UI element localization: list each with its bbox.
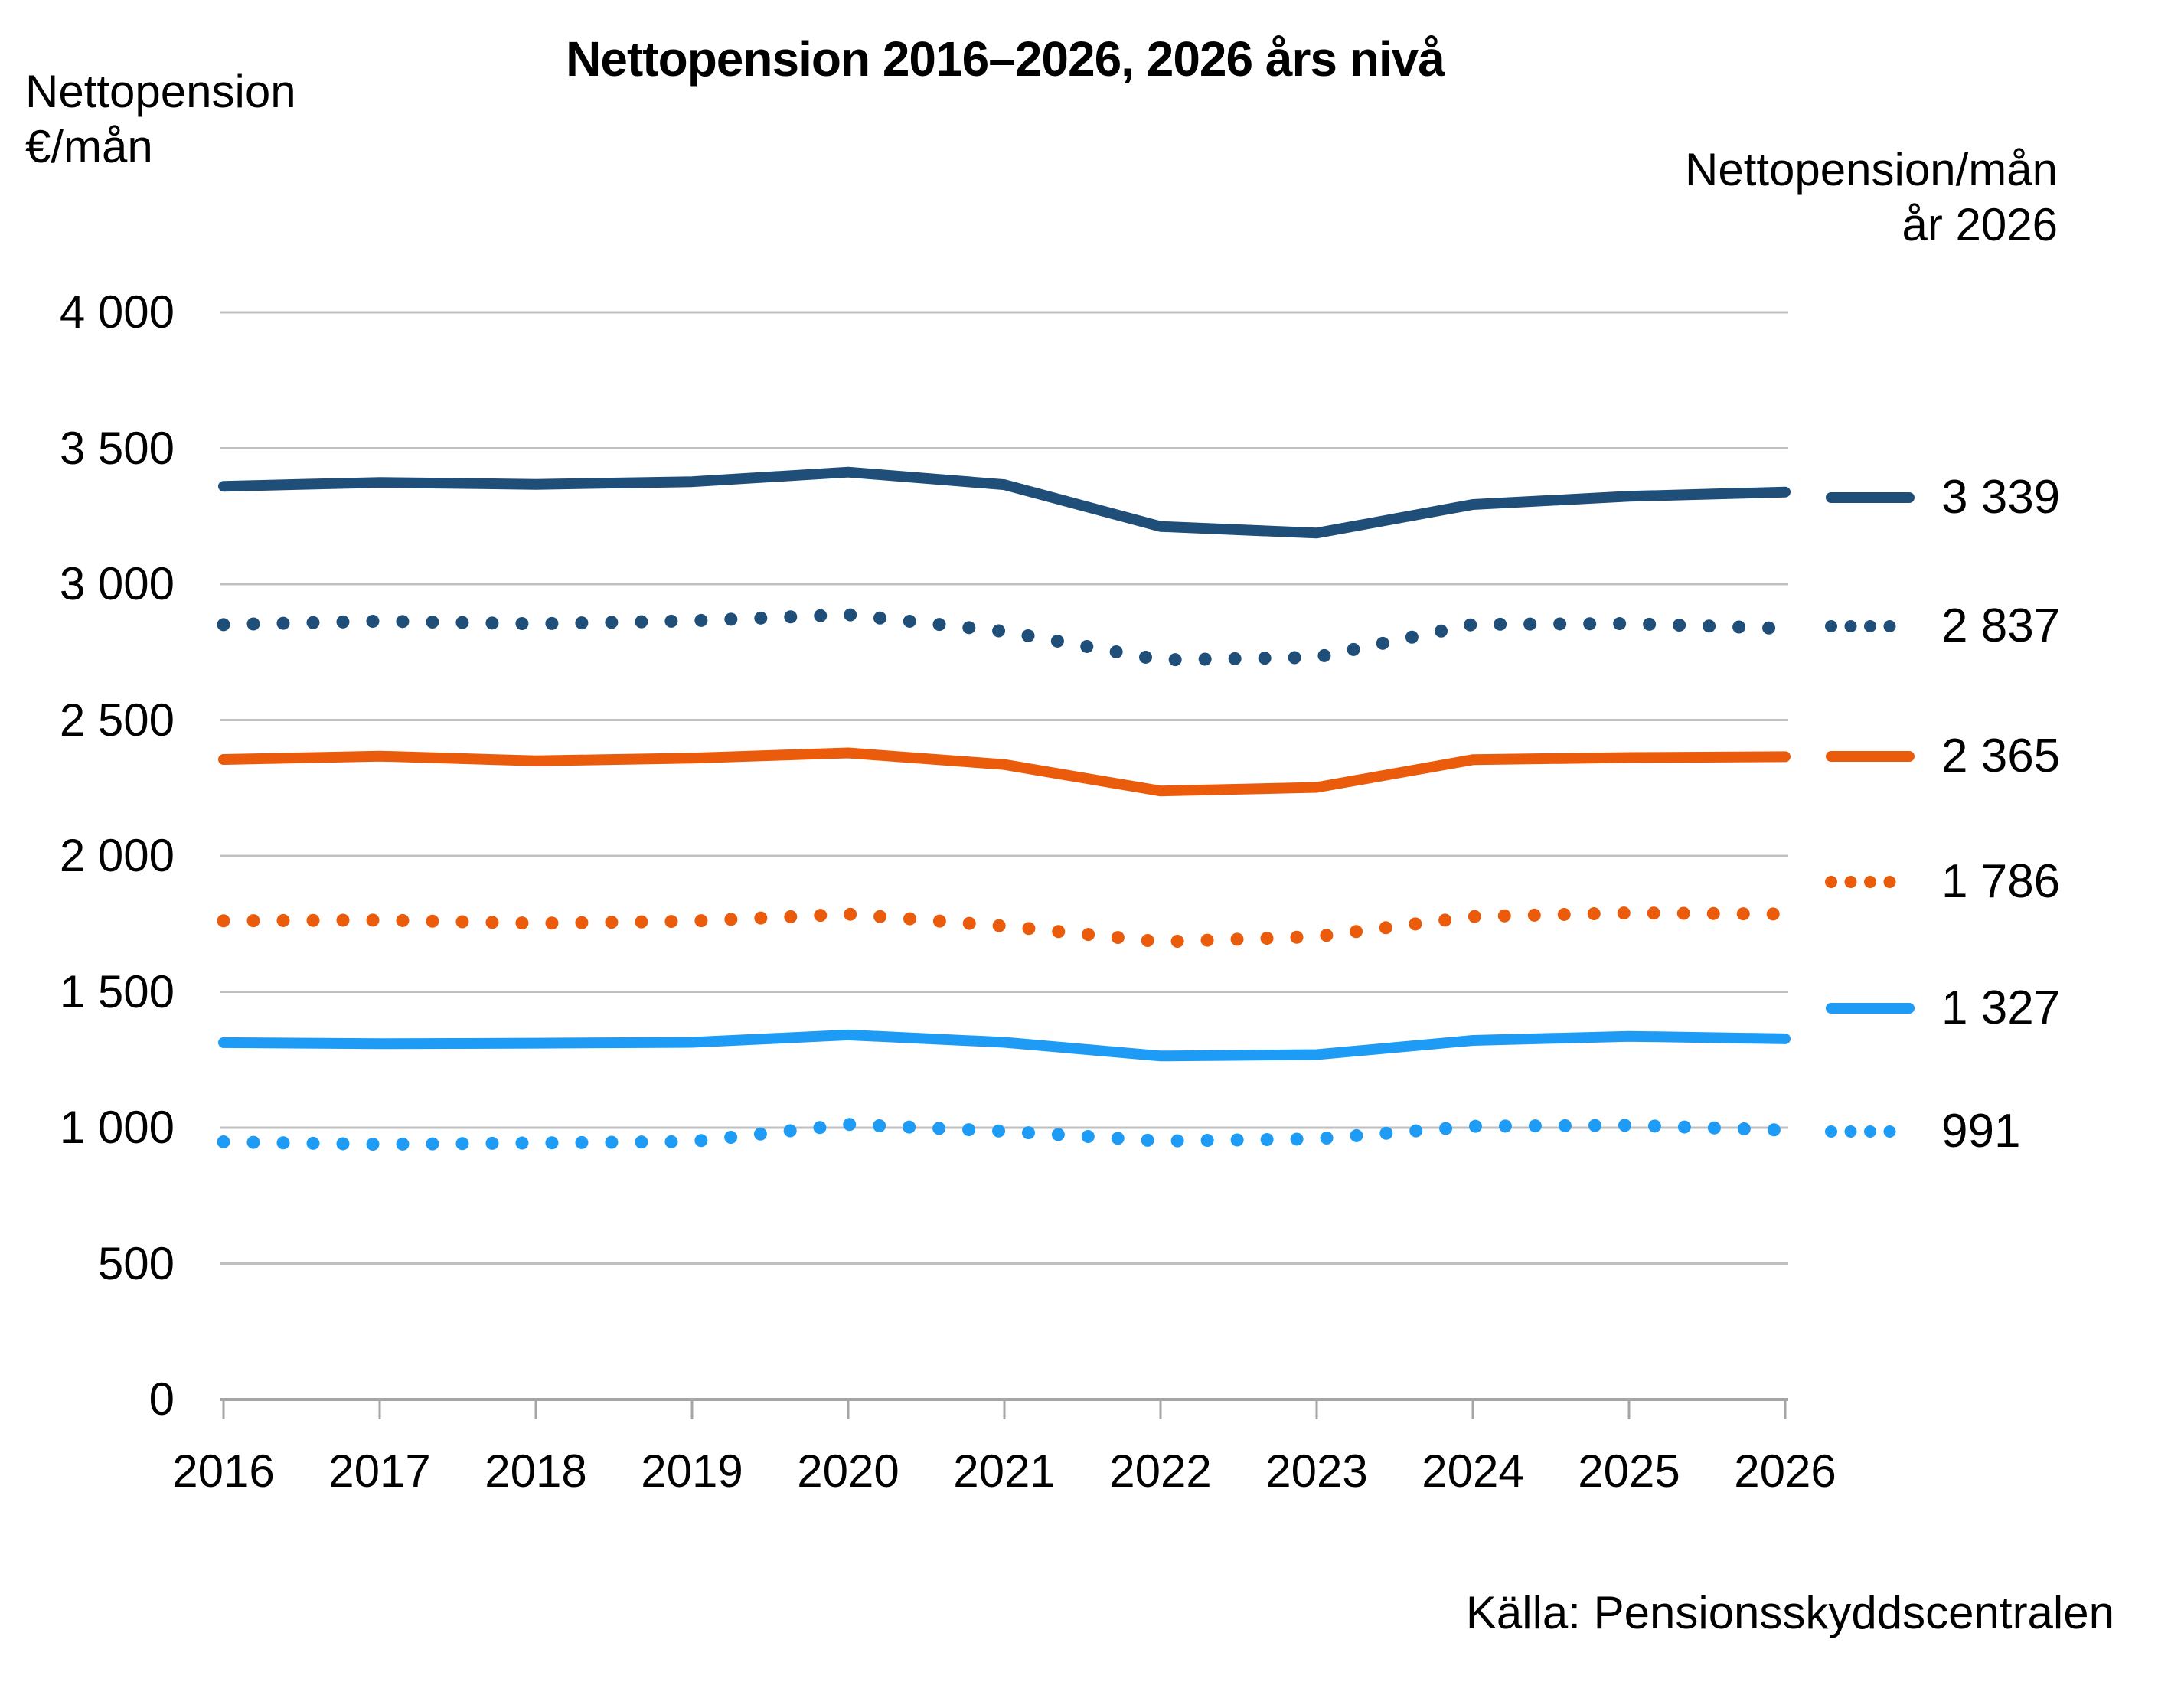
y-tick-label-4000: 4 000: [59, 286, 175, 338]
y-axis-title: Nettopension €/mån: [25, 64, 296, 175]
legend-value-label: 1 327: [1941, 981, 2061, 1034]
legend-entry-light-blue-dotted: 991: [1825, 1104, 2020, 1159]
data-series-lines: [217, 466, 1792, 1151]
y-tick-label-500: 500: [97, 1237, 175, 1289]
series-line-orange-solid: [218, 747, 1791, 797]
source-note: Källa: Pensionsskyddscentralen: [1465, 1587, 2114, 1638]
x-tick-label-2022: 2022: [1109, 1445, 1212, 1497]
x-tick-label-2018: 2018: [485, 1445, 587, 1497]
legend-swatch-dotted-icon: [1825, 1125, 1915, 1138]
x-tick-label-2016: 2016: [172, 1445, 275, 1497]
legend-header-line1: Nettopension/mån: [1685, 144, 2058, 195]
series-line-dark-blue-dotted: [217, 608, 1792, 667]
legend-header: Nettopension/mån år 2026: [1685, 142, 2058, 253]
legend-entry-dark-blue-solid: 3 339: [1825, 470, 2060, 525]
legend-entry-dark-blue-dotted: 2 837: [1825, 599, 2060, 654]
legend-header-line2: år 2026: [1902, 199, 2058, 250]
gridlines: [220, 311, 1788, 1265]
series-line-orange-dotted: [217, 906, 1792, 949]
legend-value-label: 1 786: [1941, 854, 2061, 908]
legend-value-label: 3 339: [1941, 470, 2061, 524]
legend-entry-orange-dotted: 1 786: [1825, 854, 2060, 910]
legend-value-label: 991: [1941, 1105, 2021, 1158]
y-tick-label-3500: 3 500: [59, 422, 175, 474]
y-tick-label-1000: 1 000: [59, 1102, 175, 1153]
series-line-light-blue-solid: [218, 1029, 1791, 1062]
x-tick-label-2019: 2019: [641, 1445, 743, 1497]
y-tick-label-0: 0: [149, 1373, 175, 1425]
chart-title: Nettopension 2016–2026, 2026 års nivå: [566, 31, 1445, 87]
x-tick-label-2020: 2020: [797, 1445, 899, 1497]
y-axis-title-line1: Nettopension: [25, 66, 296, 117]
y-axis-title-line2: €/mån: [25, 121, 153, 172]
x-axis-line-and-ticks: [220, 1398, 1788, 1419]
series-line-light-blue-dotted: [217, 1118, 1792, 1151]
x-tick-label-2026: 2026: [1734, 1445, 1836, 1497]
series-line-dark-blue-solid: [218, 466, 1791, 539]
legend-swatch-dotted-icon: [1825, 875, 1915, 888]
legend-value-label: 2 837: [1941, 599, 2061, 652]
x-tick-label-2025: 2025: [1578, 1445, 1680, 1497]
legend-swatch-dotted-icon: [1825, 619, 1915, 632]
legend-swatch-solid-icon: [1826, 1002, 1915, 1014]
legend-swatch-solid-icon: [1826, 491, 1915, 503]
legend-swatch-solid-icon: [1826, 751, 1915, 763]
x-tick-label-2021: 2021: [953, 1445, 1056, 1497]
y-tick-label-2000: 2 000: [59, 830, 175, 881]
legend-entry-light-blue-solid: 1 327: [1825, 981, 2060, 1036]
y-tick-label-3000: 3 000: [59, 558, 175, 609]
y-tick-label-2500: 2 500: [59, 694, 175, 746]
x-tick-label-2024: 2024: [1422, 1445, 1524, 1497]
x-tick-label-2017: 2017: [328, 1445, 431, 1497]
legend-value-label: 2 365: [1941, 730, 2061, 783]
x-tick-label-2023: 2023: [1265, 1445, 1368, 1497]
y-tick-label-1500: 1 500: [59, 965, 175, 1017]
legend-entry-orange-solid: 2 365: [1825, 729, 2060, 784]
